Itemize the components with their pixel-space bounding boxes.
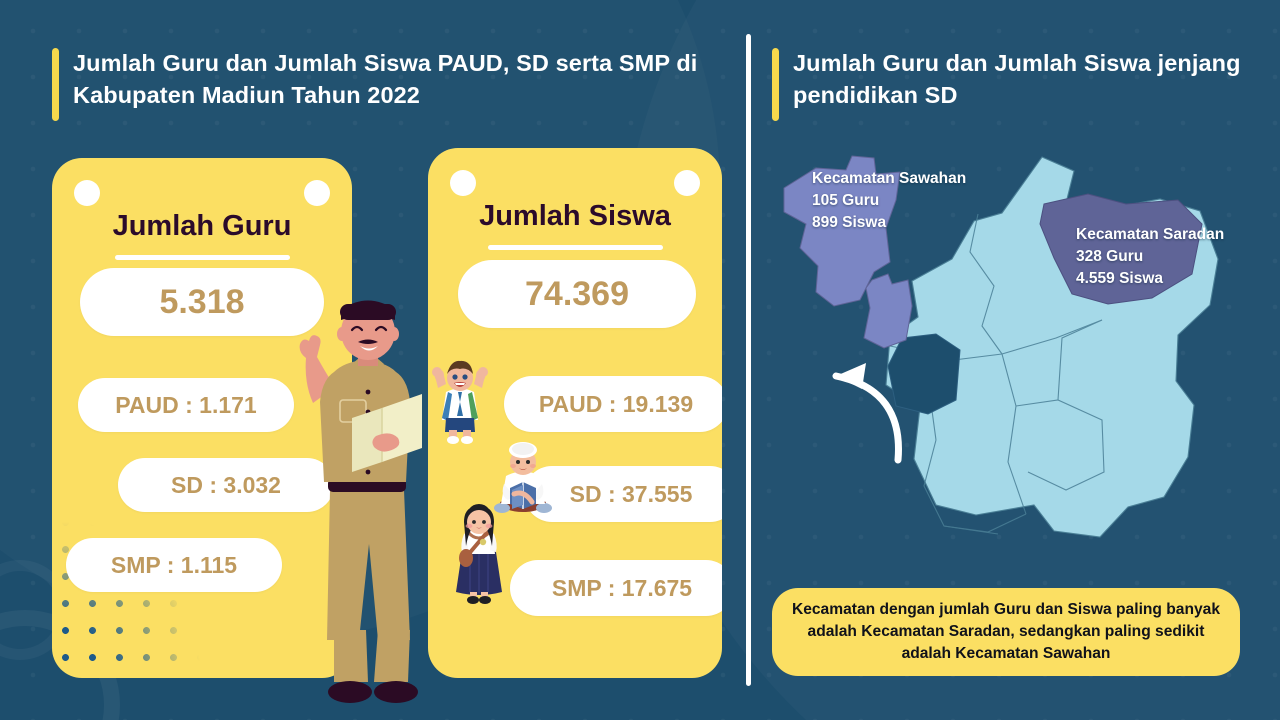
siswa-paud-row: PAUD : 19.139 — [504, 376, 722, 432]
map-kabupaten-madiun: Kecamatan Sawahan 105 Guru 899 Siswa Kec… — [756, 148, 1256, 572]
stat-card-jumlah-guru: Jumlah Guru 5.318 PAUD : 1.171 SD : 3.03… — [52, 158, 352, 678]
guru-smp-row: SMP : 1.115 — [66, 538, 282, 592]
header-accent-bar-left — [52, 48, 59, 121]
map-label-sawahan-name: Kecamatan Sawahan — [812, 170, 967, 187]
map-label-saradan: Kecamatan Saradan 328 Guru 4.559 Siswa — [1076, 224, 1224, 290]
teacher-illustration-icon — [299, 300, 422, 703]
siswa-smp-row: SMP : 17.675 — [510, 560, 722, 616]
siswa-sd-row: SD : 37.555 — [524, 466, 722, 522]
map-caption-text: Kecamatan dengan jumlah Guru dan Siswa p… — [791, 600, 1221, 663]
map-label-sawahan-guru: 105 Guru — [812, 192, 880, 209]
map-label-saradan-guru: 328 Guru — [1076, 248, 1144, 265]
card-title-underline — [487, 245, 663, 250]
header-accent-bar-right — [772, 48, 779, 121]
card-title-guru: Jumlah Guru — [112, 210, 292, 242]
student-girl-illustration-icon — [456, 504, 502, 604]
left-panel-title: Jumlah Guru dan Jumlah Siswa PAUD, SD se… — [73, 50, 698, 108]
siswa-total-value: 74.369 — [458, 260, 696, 328]
card-punch-hole-right — [304, 180, 330, 206]
guru-paud-row: PAUD : 1.171 — [78, 378, 294, 432]
card-punch-hole-right — [674, 170, 700, 196]
map-label-saradan-name: Kecamatan Saradan — [1076, 226, 1225, 243]
card-punch-hole-left — [450, 170, 476, 196]
map-svg — [783, 155, 1219, 538]
card-title-underline — [114, 255, 290, 260]
guru-total-value: 5.318 — [80, 268, 324, 336]
guru-sd-row: SD : 3.032 — [118, 458, 334, 512]
map-label-sawahan-siswa: 899 Siswa — [812, 214, 887, 231]
map-caption-box: Kecamatan dengan jumlah Guru dan Siswa p… — [772, 588, 1240, 676]
right-panel-title: Jumlah Guru dan Jumlah Siswa jenjang pen… — [793, 50, 1241, 108]
card-punch-hole-left — [74, 180, 100, 206]
panel-divider — [746, 34, 751, 686]
card-title-siswa: Jumlah Siswa — [479, 200, 671, 232]
map-label-sawahan: Kecamatan Sawahan 105 Guru 899 Siswa — [812, 168, 966, 234]
left-panel-header: Jumlah Guru dan Jumlah Siswa PAUD, SD se… — [52, 48, 712, 121]
right-panel-header: Jumlah Guru dan Jumlah Siswa jenjang pen… — [772, 48, 1242, 121]
student-quran-illustration-icon — [494, 442, 552, 513]
map-label-saradan-siswa: 4.559 Siswa — [1076, 270, 1164, 287]
student-boy-illustration-icon — [432, 360, 488, 444]
